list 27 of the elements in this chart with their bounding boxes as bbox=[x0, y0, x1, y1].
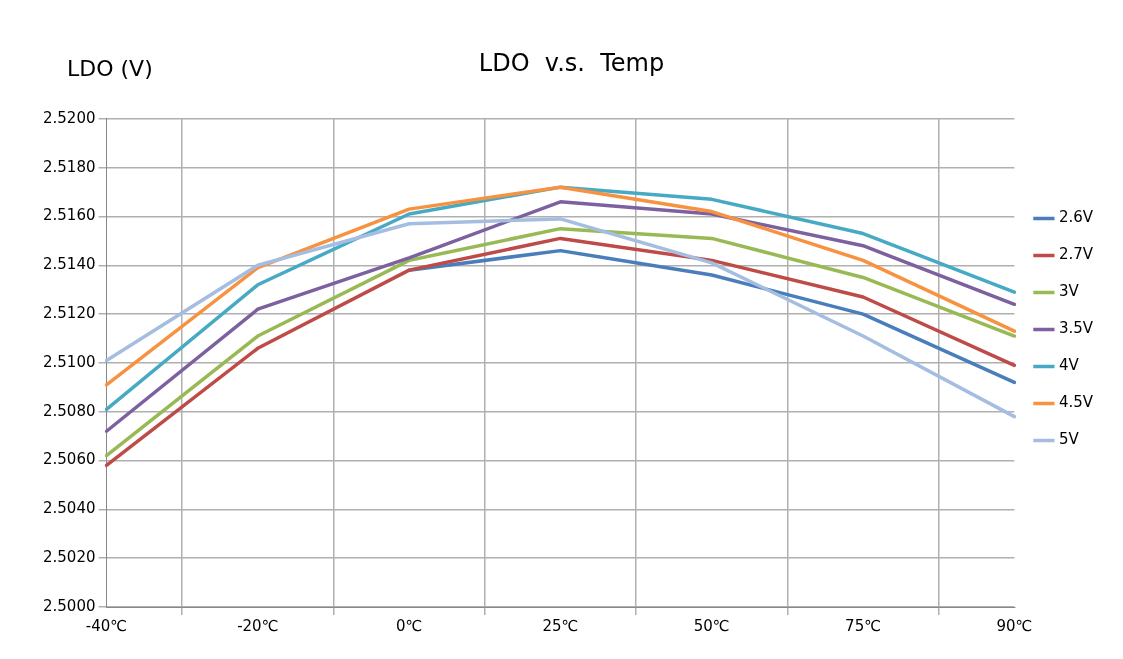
y-tick-label: 2.5140 bbox=[42, 255, 96, 274]
y-axis-title: LDO (V) bbox=[67, 55, 153, 81]
y-tick-label: 2.5020 bbox=[42, 548, 96, 567]
x-tick-label: 25℃ bbox=[542, 616, 579, 635]
y-tick-label: 2.5040 bbox=[42, 499, 96, 518]
legend-label: 4V bbox=[1058, 356, 1080, 375]
y-tick-label: 2.5120 bbox=[42, 303, 96, 322]
y-tick-label: 2.5080 bbox=[42, 401, 96, 420]
y-tick-label: 2.5200 bbox=[42, 108, 96, 127]
x-tick-label: -20℃ bbox=[237, 616, 279, 635]
y-tick-label: 2.5100 bbox=[42, 352, 96, 371]
legend-label: 4.5V bbox=[1058, 393, 1094, 412]
x-tick-label: 50℃ bbox=[693, 616, 730, 635]
x-tick-label: 0℃ bbox=[395, 616, 423, 635]
x-tick-label: 90℃ bbox=[996, 616, 1033, 635]
x-tick-label: 75℃ bbox=[845, 616, 882, 635]
y-tick-label: 2.5180 bbox=[42, 157, 96, 176]
chart-title: LDO v.s. Temp bbox=[478, 48, 665, 77]
legend-label: 5V bbox=[1058, 430, 1080, 449]
y-tick-label: 2.5000 bbox=[42, 596, 96, 615]
legend-label: 3.5V bbox=[1058, 319, 1094, 338]
legend-label: 3V bbox=[1058, 282, 1080, 301]
x-tick-label: -40℃ bbox=[85, 616, 128, 635]
y-tick-label: 2.5160 bbox=[42, 206, 96, 225]
y-tick-label: 2.5060 bbox=[42, 450, 96, 469]
legend-label: 2.6V bbox=[1058, 208, 1094, 227]
legend-label: 2.7V bbox=[1058, 245, 1094, 264]
